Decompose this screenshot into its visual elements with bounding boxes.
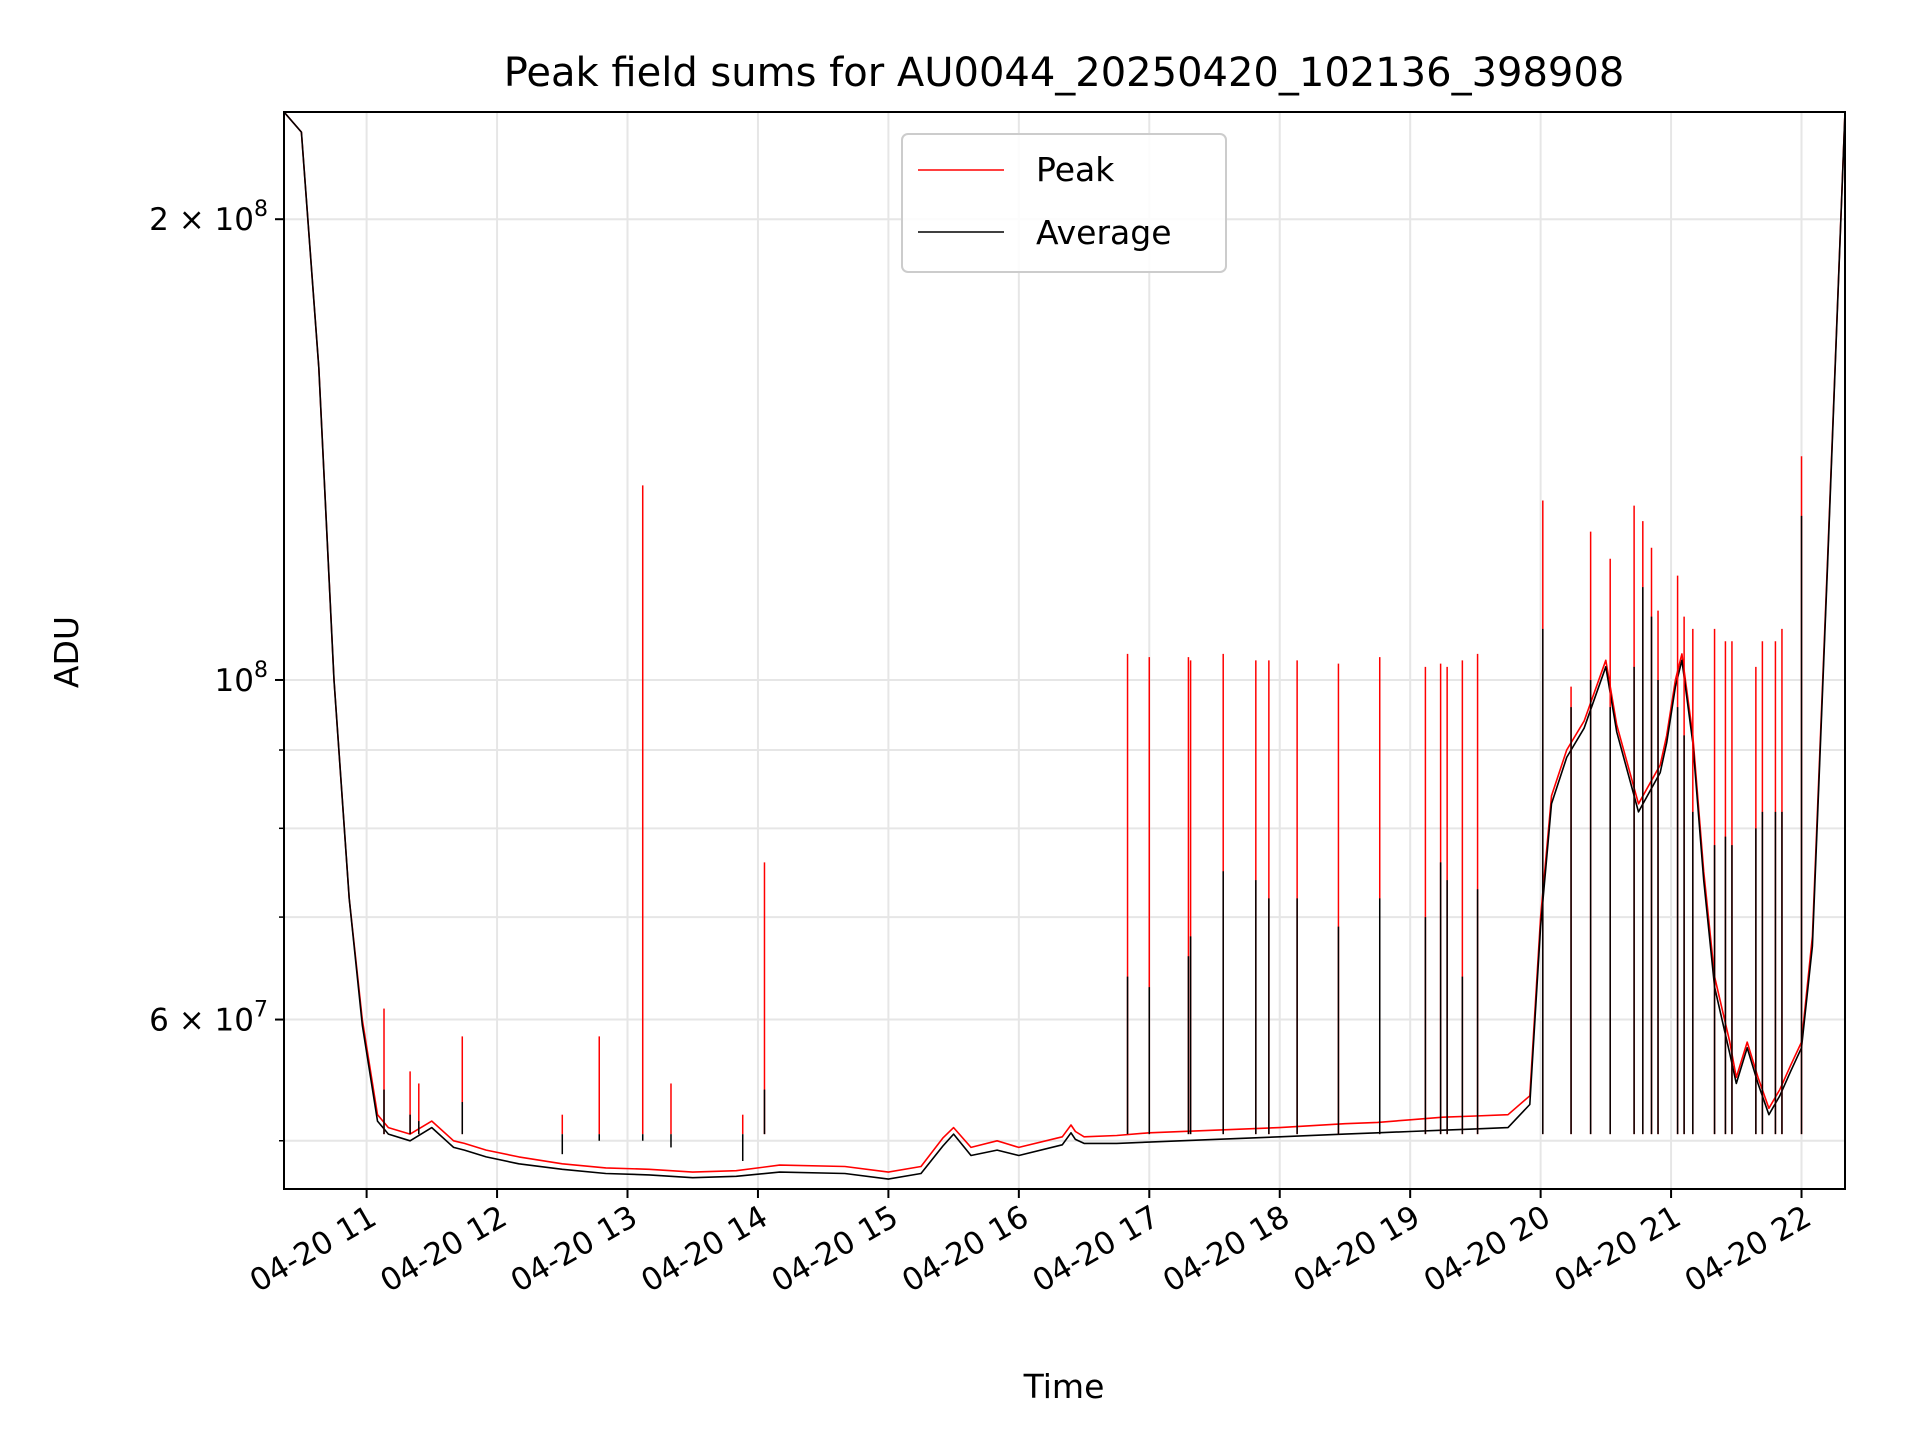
plot-series: [284, 112, 1845, 1180]
x-axis-label: Time: [1023, 1367, 1105, 1406]
y-axis-label: ADU: [47, 616, 86, 688]
chart-title: Peak field sums for AU0044_20250420_1021…: [504, 50, 1625, 96]
y-tick-label: 6 × 107: [149, 998, 268, 1039]
grid-lines: [284, 112, 1845, 1189]
y-tick-label: 2 × 108: [149, 197, 268, 238]
y-axis: 108 2 × 108 6 × 107: [149, 197, 284, 1142]
series-line-average: [284, 112, 1845, 1180]
legend-label-peak: Peak: [1036, 150, 1115, 189]
y-tick-label: 108: [215, 658, 268, 699]
legend-box: [901, 133, 1227, 273]
legend-label-average: Average: [1036, 213, 1172, 252]
plot-frame: [283, 111, 1846, 1190]
series-line-peak: [284, 112, 1845, 1173]
legend: Peak Average: [901, 133, 1227, 273]
